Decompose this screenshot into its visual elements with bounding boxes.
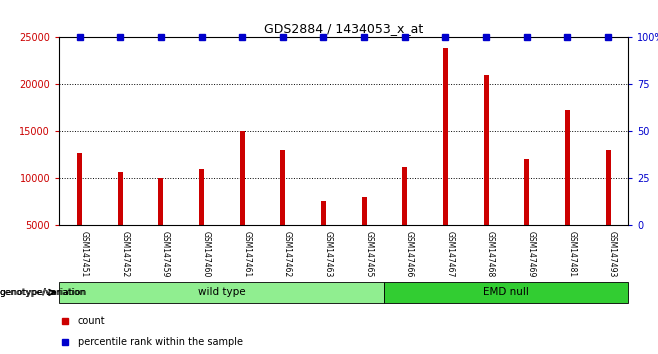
Text: genotype/variation: genotype/variation	[0, 288, 89, 297]
Bar	[240, 131, 245, 272]
Text: GSM147469: GSM147469	[527, 231, 536, 277]
Text: GSM147468: GSM147468	[486, 231, 495, 277]
Bar	[384, 282, 628, 303]
Bar	[59, 282, 384, 303]
Bar	[484, 75, 488, 272]
Bar	[565, 110, 570, 272]
Text: GSM147463: GSM147463	[324, 231, 332, 277]
Bar	[280, 150, 286, 272]
Text: GSM147451: GSM147451	[80, 231, 89, 277]
Text: GSM147460: GSM147460	[201, 231, 211, 277]
Bar	[362, 197, 367, 272]
Bar	[199, 169, 204, 272]
Bar	[443, 48, 448, 272]
Text: GSM147467: GSM147467	[445, 231, 455, 277]
Text: wild type: wild type	[198, 287, 245, 297]
Bar	[159, 178, 163, 272]
Text: GSM147459: GSM147459	[161, 231, 170, 277]
Text: GSM147481: GSM147481	[567, 231, 576, 277]
Text: EMD null: EMD null	[484, 287, 530, 297]
Text: count: count	[78, 316, 105, 326]
Text: GSM147461: GSM147461	[242, 231, 251, 277]
Bar	[524, 159, 529, 272]
Bar	[605, 150, 611, 272]
Text: percentile rank within the sample: percentile rank within the sample	[78, 337, 243, 347]
Text: GSM147493: GSM147493	[608, 231, 617, 277]
Text: GSM147462: GSM147462	[283, 231, 291, 277]
Bar	[118, 172, 122, 272]
Text: GSM147466: GSM147466	[405, 231, 414, 277]
Title: GDS2884 / 1434053_x_at: GDS2884 / 1434053_x_at	[264, 22, 424, 35]
Bar	[321, 201, 326, 272]
Bar	[77, 154, 82, 272]
Text: GSM147452: GSM147452	[120, 231, 129, 277]
Bar	[402, 167, 407, 272]
Text: GSM147465: GSM147465	[364, 231, 373, 277]
Text: genotype/variation: genotype/variation	[0, 288, 86, 297]
